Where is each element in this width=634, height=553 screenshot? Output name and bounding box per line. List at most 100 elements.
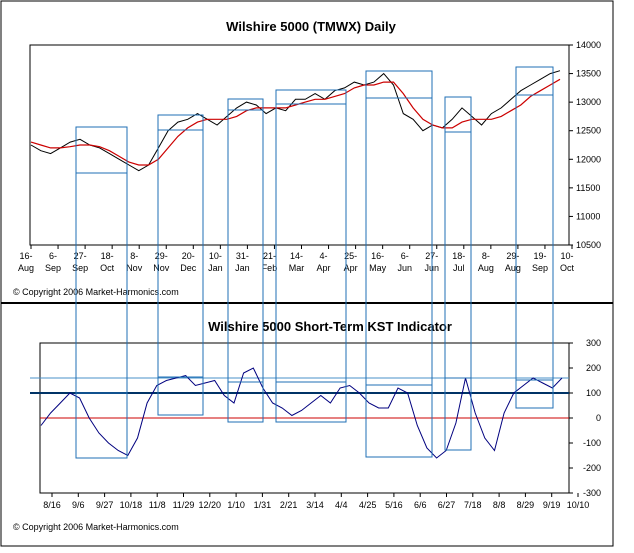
bottom-x-tick-label: 9/19 bbox=[543, 500, 561, 510]
top-x-tick-label: Sep bbox=[532, 263, 548, 273]
bottom-x-tick-label: 5/16 bbox=[385, 500, 403, 510]
top-x-tick-label: Apr bbox=[317, 263, 331, 273]
top-series-price-line bbox=[30, 70, 561, 172]
top-x-axis: 16- Aug 6- Sep 27- Sep 18- Oct 8- Nov 29- Nov 20- Dec… bbox=[18, 245, 575, 273]
top-chart-title: Wilshire 5000 (TMWX) Daily bbox=[226, 19, 396, 34]
highlight-bottom-3 bbox=[227, 381, 264, 423]
top-x-tick-label: Jul bbox=[453, 263, 465, 273]
top-y-tick-label: 14000 bbox=[576, 40, 601, 50]
bottom-x-tick-label: 10/10 bbox=[567, 500, 590, 510]
top-x-tick-label: 8- bbox=[130, 251, 138, 261]
top-x-tick-label: Sep bbox=[72, 263, 88, 273]
bottom-series-kst-line bbox=[40, 367, 563, 459]
top-x-tick-label: Feb bbox=[262, 263, 278, 273]
bottom-y-tick-label: -100 bbox=[583, 438, 601, 448]
top-x-tick-label: 16- bbox=[19, 251, 32, 261]
top-x-tick-label: 8- bbox=[482, 251, 490, 261]
bottom-y-tick-label: 100 bbox=[586, 388, 601, 398]
highlight-bottom-1 bbox=[75, 392, 128, 459]
bottom-x-tick-label: 8/29 bbox=[517, 500, 535, 510]
top-y-tick-label: 13500 bbox=[576, 69, 601, 79]
highlight-bottom-4 bbox=[275, 381, 347, 423]
bottom-chart-title: Wilshire 5000 Short-Term KST Indicator bbox=[208, 319, 452, 334]
top-x-tick-label: Jun bbox=[397, 263, 412, 273]
bottom-x-tick-label: 8/16 bbox=[43, 500, 61, 510]
highlight-top-2 bbox=[157, 114, 204, 131]
top-x-tick-label: 21- bbox=[263, 251, 276, 261]
bottom-x-tick-label: 6/6 bbox=[414, 500, 427, 510]
top-x-tick-label: Nov bbox=[126, 263, 143, 273]
highlight-top-1 bbox=[75, 126, 128, 174]
highlight-top-6 bbox=[444, 96, 472, 133]
highlight-bottom-5 bbox=[365, 384, 433, 458]
highlight-top-4 bbox=[275, 89, 347, 105]
top-x-tick-label: 6- bbox=[49, 251, 57, 261]
bottom-y-tick-label: -300 bbox=[583, 488, 601, 498]
bottom-x-tick-label: 7/18 bbox=[464, 500, 482, 510]
top-x-tick-label: 29- bbox=[506, 251, 519, 261]
top-x-tick-label: 16- bbox=[371, 251, 384, 261]
bottom-series-group bbox=[40, 367, 563, 459]
top-y-tick-label: 11500 bbox=[576, 183, 600, 193]
bottom-x-tick-label: 10/18 bbox=[120, 500, 143, 510]
bottom-x-tick-label: 9/6 bbox=[72, 500, 85, 510]
bottom-copyright: © Copyright 2006 Market-Harmonics.com bbox=[13, 522, 179, 532]
highlight-boxes bbox=[75, 66, 554, 459]
top-x-tick-label: Dec bbox=[180, 263, 197, 273]
top-y-tick-label: 13000 bbox=[576, 97, 601, 107]
top-x-tick-label: 20- bbox=[182, 251, 195, 261]
top-y-tick-label: 12000 bbox=[576, 154, 601, 164]
highlight-bottom-2 bbox=[157, 376, 204, 416]
bottom-y-tick-label: -200 bbox=[583, 463, 601, 473]
top-x-tick-label: Mar bbox=[289, 263, 305, 273]
bottom-x-tick-label: 4/4 bbox=[335, 500, 348, 510]
top-x-tick-label: 29- bbox=[155, 251, 168, 261]
top-x-tick-label: 14- bbox=[290, 251, 303, 261]
bottom-x-axis: 8/16 9/6 9/27 10/18 11/8 11/29 12/20 1/10 1/31 2/… bbox=[43, 493, 589, 510]
top-x-tick-label: Aug bbox=[18, 263, 34, 273]
bottom-y-tick-label: 200 bbox=[586, 363, 601, 373]
bottom-x-tick-label: 1/10 bbox=[227, 500, 245, 510]
bottom-x-tick-label: 11/8 bbox=[149, 500, 166, 510]
top-x-tick-label: Aug bbox=[505, 263, 521, 273]
top-x-tick-label: 6- bbox=[401, 251, 409, 261]
top-y-tick-label: 11000 bbox=[576, 211, 600, 221]
top-x-tick-label: Oct bbox=[560, 263, 575, 273]
top-y-tick-label: 12500 bbox=[576, 126, 601, 136]
bottom-x-tick-label: 4/25 bbox=[359, 500, 377, 510]
bottom-x-tick-label: 11/29 bbox=[173, 500, 195, 510]
top-x-tick-label: 31- bbox=[236, 251, 249, 261]
top-x-tick-label: 27- bbox=[74, 251, 87, 261]
top-x-tick-label: Jan bbox=[235, 263, 250, 273]
top-series-group bbox=[30, 70, 561, 172]
top-series-moving-average-line bbox=[30, 78, 561, 166]
bottom-x-tick-label: 12/20 bbox=[199, 500, 222, 510]
top-plot-area bbox=[29, 44, 570, 246]
top-y-tick-label: 10500 bbox=[576, 240, 601, 250]
top-x-tick-label: 10- bbox=[560, 251, 573, 261]
bottom-y-tick-label: 300 bbox=[586, 338, 601, 348]
bottom-x-tick-label: 3/14 bbox=[306, 500, 324, 510]
top-x-tick-label: May bbox=[369, 263, 387, 273]
highlight-bottom-6 bbox=[444, 377, 472, 451]
highlight-top-5 bbox=[365, 70, 433, 99]
bottom-x-tick-label: 8/8 bbox=[493, 500, 506, 510]
top-x-tick-label: Oct bbox=[100, 263, 115, 273]
top-x-tick-label: 18- bbox=[452, 251, 465, 261]
top-copyright: © Copyright 2006 Market-Harmonics.com bbox=[13, 287, 179, 297]
top-x-tick-label: Apr bbox=[344, 263, 358, 273]
top-x-tick-label: 4- bbox=[320, 251, 328, 261]
top-x-tick-label: Sep bbox=[45, 263, 61, 273]
bottom-x-tick-label: 1/31 bbox=[254, 500, 272, 510]
top-x-tick-label: 19- bbox=[533, 251, 546, 261]
top-x-tick-label: Jan bbox=[208, 263, 223, 273]
highlight-top-3 bbox=[227, 98, 264, 111]
bottom-x-tick-label: 2/21 bbox=[280, 500, 298, 510]
top-y-axis: 14000 13500 13000 12500 12000 11500 11000 10500 bbox=[569, 40, 601, 250]
bottom-x-tick-label: 9/27 bbox=[96, 500, 114, 510]
bottom-y-tick-label: 0 bbox=[596, 413, 601, 423]
top-x-tick-label: 10- bbox=[209, 251, 222, 261]
top-x-tick-label: Aug bbox=[478, 263, 494, 273]
bottom-x-tick-label: 6/27 bbox=[438, 500, 456, 510]
